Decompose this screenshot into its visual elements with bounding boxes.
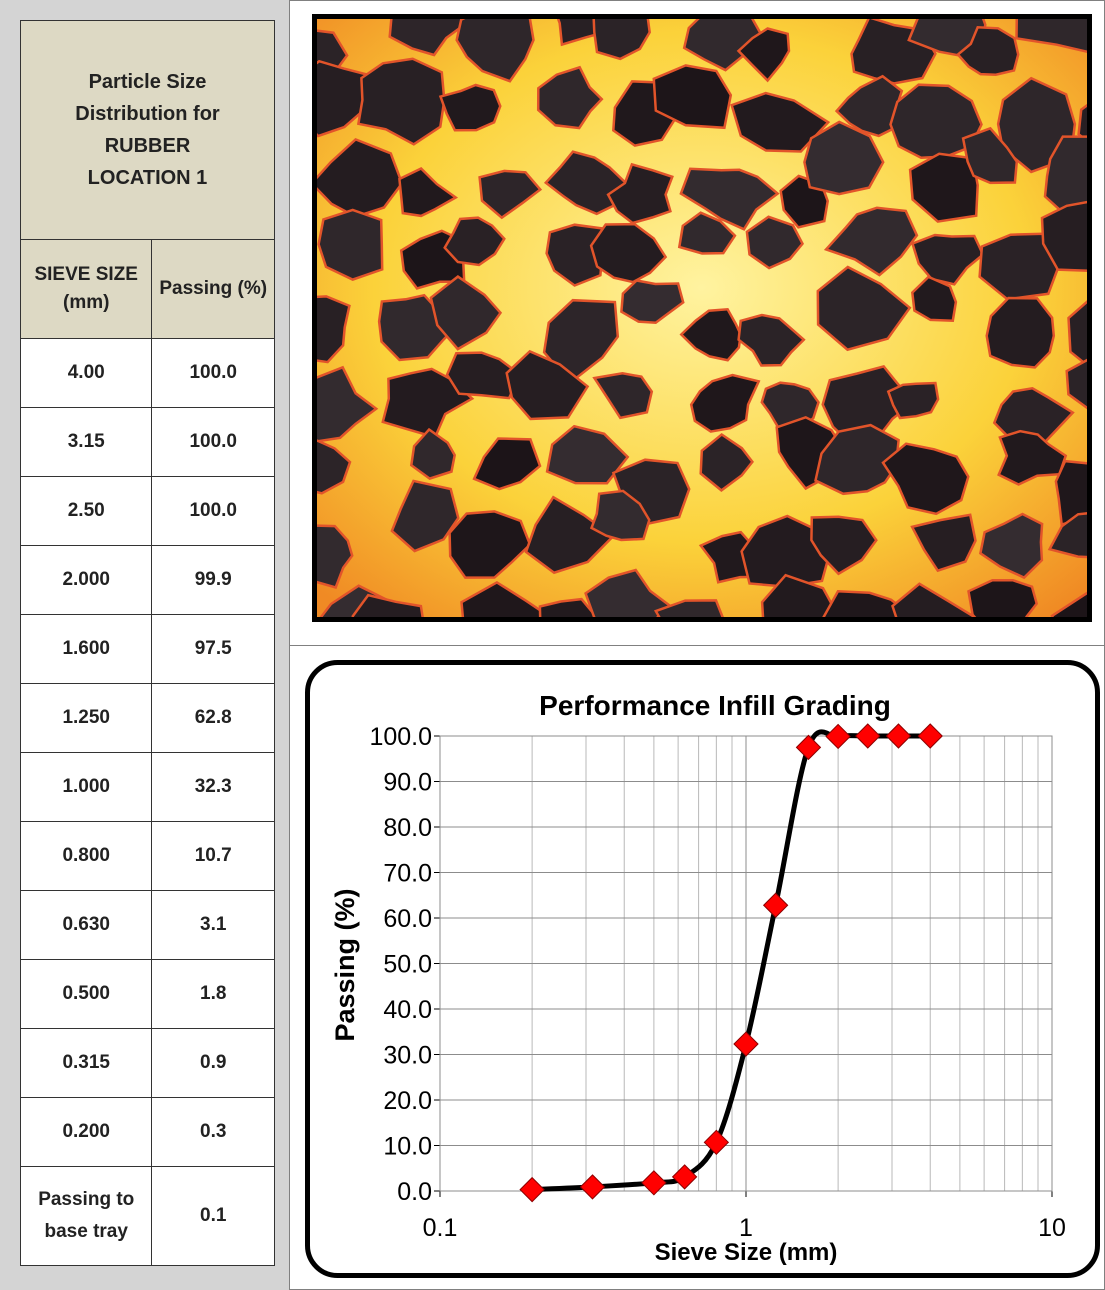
sieve-size-cell: 0.315 — [21, 1029, 152, 1098]
rubber-photo — [312, 14, 1092, 622]
divider — [290, 645, 1105, 646]
granule — [969, 580, 1037, 622]
passing-cell: 10.7 — [152, 822, 275, 891]
sieve-size-cell: 0.800 — [21, 822, 152, 891]
sieve-size-cell: 1.250 — [21, 684, 152, 753]
sieve-size-cell: 2.000 — [21, 546, 152, 615]
sieve-size-cell: 1.000 — [21, 753, 152, 822]
sieve-table: Particle Size Distribution for RUBBER LO… — [20, 20, 275, 1266]
passing-cell: 99.9 — [152, 546, 275, 615]
table-row: 2.50100.0 — [21, 477, 275, 546]
passing-cell: 3.1 — [152, 891, 275, 960]
table-title: Particle Size Distribution for RUBBER LO… — [21, 21, 275, 240]
passing-cell: 0.1 — [152, 1167, 275, 1266]
granule — [987, 298, 1054, 368]
title-row: Particle Size Distribution for RUBBER LO… — [21, 21, 275, 240]
sieve-size-cell: 0.630 — [21, 891, 152, 960]
header-row: SIEVE SIZE (mm) Passing (%) — [21, 240, 275, 339]
granule — [319, 210, 383, 280]
sieve-size-cell: 4.00 — [21, 339, 152, 408]
sieve-size-cell: 1.600 — [21, 615, 152, 684]
sieve-size-cell: 0.500 — [21, 960, 152, 1029]
passing-cell: 100.0 — [152, 339, 275, 408]
table-body: Particle Size Distribution for RUBBER LO… — [21, 21, 275, 1266]
sieve-size-cell: Passing to base tray — [21, 1167, 152, 1266]
sieve-size-cell: 3.15 — [21, 408, 152, 477]
passing-cell: 1.8 — [152, 960, 275, 1029]
passing-cell: 97.5 — [152, 615, 275, 684]
passing-cell: 100.0 — [152, 477, 275, 546]
page: Particle Size Distribution for RUBBER LO… — [0, 0, 1105, 1290]
sieve-size-cell: 0.200 — [21, 1098, 152, 1167]
passing-cell: 62.8 — [152, 684, 275, 753]
passing-cell: 100.0 — [152, 408, 275, 477]
column-header: SIEVE SIZE (mm) — [21, 240, 152, 339]
passing-cell: 0.9 — [152, 1029, 275, 1098]
passing-cell: 32.3 — [152, 753, 275, 822]
sieve-size-cell: 2.50 — [21, 477, 152, 546]
column-header: Passing (%) — [152, 240, 275, 339]
table-row: 0.2000.3 — [21, 1098, 275, 1167]
passing-cell: 0.3 — [152, 1098, 275, 1167]
